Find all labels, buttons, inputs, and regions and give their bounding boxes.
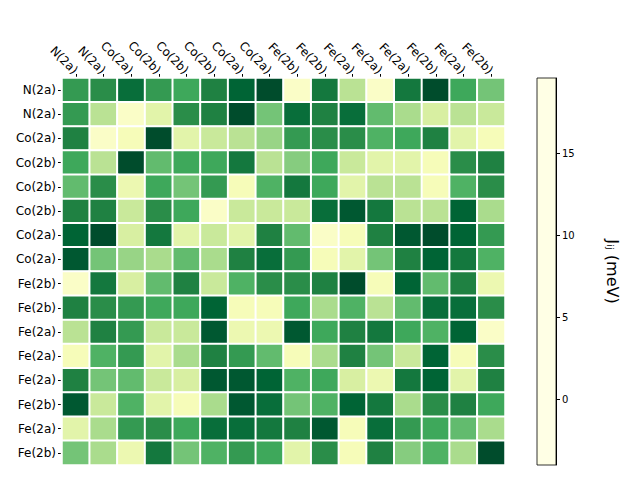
svg-text:Fe(2a): Fe(2a): [431, 40, 469, 77]
svg-text:Fe(2b): Fe(2b): [403, 40, 441, 77]
svg-text:Co(2b): Co(2b): [180, 38, 220, 77]
svg-text:Co(2a): Co(2a): [98, 38, 137, 77]
svg-text:N(2a): N(2a): [23, 83, 56, 97]
svg-text:N(2a): N(2a): [47, 44, 80, 77]
svg-text:Co(2b): Co(2b): [125, 38, 164, 77]
svg-text:Fe(2b): Fe(2b): [265, 40, 303, 77]
svg-text:Fe(2a): Fe(2a): [320, 40, 358, 77]
svg-text:N(2a): N(2a): [75, 43, 109, 77]
svg-text:Co(2b): Co(2b): [16, 156, 56, 170]
svg-text:Fe(2b): Fe(2b): [18, 277, 56, 291]
svg-text:Fe(2b): Fe(2b): [459, 40, 496, 77]
svg-text:Fe(2b): Fe(2b): [293, 40, 330, 77]
svg-text:10: 10: [562, 230, 575, 241]
svg-text:0: 0: [562, 394, 568, 405]
svg-text:Jᵢⱼ (meV): Jᵢⱼ (meV): [603, 238, 622, 303]
svg-text:Fe(2a): Fe(2a): [18, 325, 56, 339]
svg-text:5: 5: [562, 312, 568, 323]
svg-text:Co(2a): Co(2a): [16, 228, 56, 242]
svg-text:Co(2b): Co(2b): [153, 38, 192, 77]
svg-text:Co(2a): Co(2a): [208, 38, 247, 77]
svg-text:Fe(2b): Fe(2b): [18, 446, 56, 460]
svg-text:Co(2a): Co(2a): [16, 131, 56, 145]
svg-text:Co(2b): Co(2b): [16, 180, 56, 194]
svg-text:Fe(2a): Fe(2a): [376, 40, 413, 77]
svg-text:Co(2a): Co(2a): [236, 39, 274, 77]
svg-text:Fe(2b): Fe(2b): [18, 301, 56, 315]
svg-text:Co(2a): Co(2a): [16, 252, 56, 266]
svg-text:N(2a): N(2a): [23, 107, 56, 121]
svg-text:Fe(2a): Fe(2a): [348, 40, 386, 77]
svg-text:Fe(2a): Fe(2a): [18, 349, 56, 363]
svg-text:Fe(2a): Fe(2a): [18, 373, 56, 387]
svg-text:Co(2b): Co(2b): [16, 204, 56, 218]
svg-text:Fe(2b): Fe(2b): [18, 398, 56, 412]
svg-text:15: 15: [562, 148, 575, 159]
svg-text:Fe(2a): Fe(2a): [18, 422, 56, 436]
